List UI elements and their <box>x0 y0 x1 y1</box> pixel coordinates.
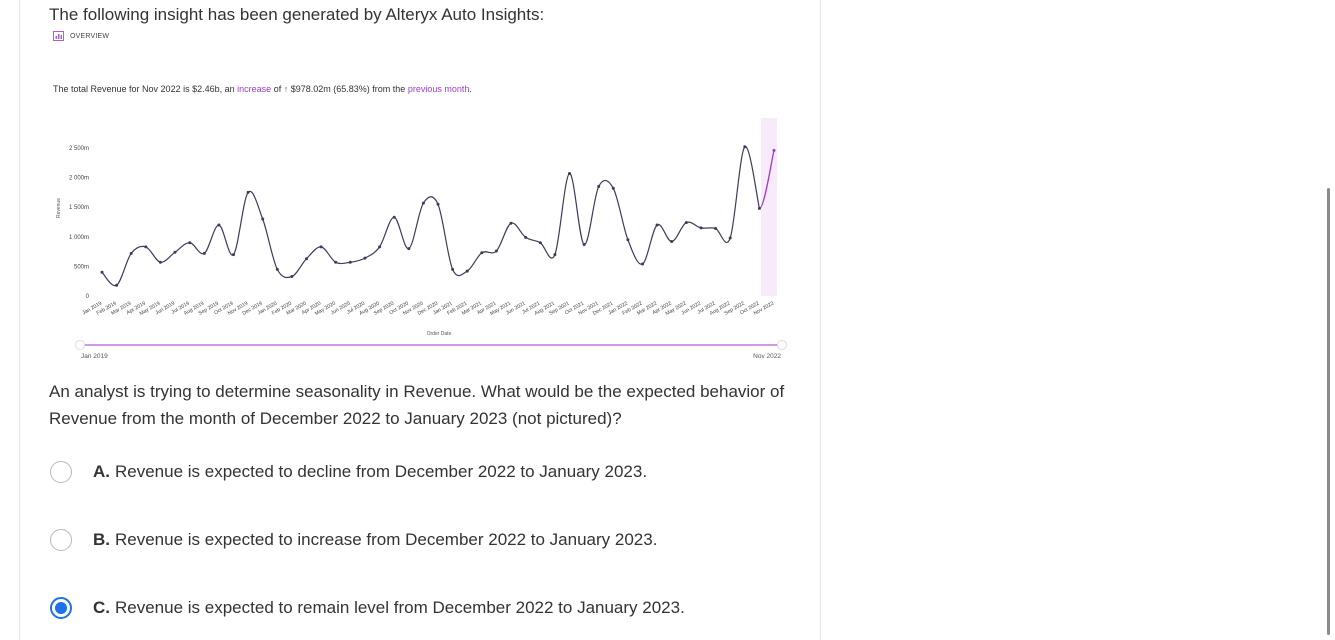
data-point <box>597 185 601 188</box>
insight-of-word: of <box>273 84 282 94</box>
data-point <box>275 267 279 271</box>
data-point <box>144 245 148 249</box>
option-b-label: Revenue is expected to increase from Dec… <box>115 530 658 549</box>
data-point <box>173 250 177 254</box>
data-point <box>115 283 119 287</box>
revenue-line-chart: Revenue 0 500m 1 000m 1 500m 2 000m 2 500m Jan … <box>56 118 787 360</box>
data-point <box>465 269 469 273</box>
option-c-radio[interactable] <box>50 597 72 619</box>
data-point <box>480 251 484 255</box>
data-point <box>217 223 221 227</box>
data-point <box>538 241 542 245</box>
overview-label: OVERVIEW <box>70 32 110 40</box>
range-slider-end-handle <box>777 340 787 350</box>
option-a-text: A. Revenue is expected to decline from De… <box>93 462 647 482</box>
y-tick-label: 2 500m <box>69 146 89 152</box>
data-point <box>772 148 776 152</box>
option-b-letter: B. <box>93 530 110 549</box>
option-b-text: B. Revenue is expected to increase from D… <box>93 530 657 550</box>
data-point <box>757 206 761 210</box>
y-tick-label: 0 <box>86 294 90 300</box>
x-axis-title: Order Date <box>427 331 452 337</box>
data-point <box>743 145 747 149</box>
data-point <box>714 227 718 230</box>
overview-tag: OVERVIEW <box>53 31 109 41</box>
data-point <box>494 249 498 253</box>
data-point <box>553 253 557 257</box>
option-c-letter: C. <box>93 598 110 617</box>
insight-prefix: The total Revenue for Nov 2022 is $2.46b… <box>53 84 235 94</box>
data-point <box>626 238 630 242</box>
insight-sentence: The total Revenue for Nov 2022 is $2.46b… <box>53 84 472 94</box>
data-point <box>670 240 674 243</box>
revenue-latest-segment <box>758 150 775 210</box>
range-start-label: Jan 2019 <box>81 353 108 360</box>
y-tick-label: 1 000m <box>69 235 89 241</box>
data-point <box>261 217 265 221</box>
question-card <box>19 0 821 640</box>
range-slider-start-handle <box>75 340 85 350</box>
y-axis-title: Revenue <box>56 198 62 218</box>
option-a-label: Revenue is expected to decline from Dece… <box>115 462 648 481</box>
data-point <box>728 236 732 240</box>
data-point <box>524 235 528 239</box>
data-point <box>684 221 688 225</box>
intro-text: The following insight has been generated… <box>49 5 545 24</box>
page-scrollbar[interactable] <box>1327 188 1330 635</box>
question-text: An analyst is trying to determine season… <box>49 382 785 428</box>
data-point <box>451 267 455 271</box>
option-c[interactable]: C. Revenue is expected to remain level fr… <box>50 597 685 619</box>
data-point <box>100 270 104 274</box>
data-point <box>699 226 703 230</box>
insight-previous-month: previous month <box>407 84 470 94</box>
insight-increase-word: increase <box>237 84 272 94</box>
data-point <box>246 190 250 194</box>
option-c-label: Revenue is expected to remain level from… <box>115 598 685 617</box>
data-point <box>232 253 235 257</box>
data-point <box>363 256 367 260</box>
data-point <box>655 223 659 227</box>
option-b-radio[interactable] <box>50 529 72 551</box>
data-point <box>509 221 513 225</box>
revenue-series-line <box>101 146 760 287</box>
data-point <box>436 202 440 206</box>
data-point <box>378 245 382 249</box>
option-b[interactable]: B. Revenue is expected to increase from D… <box>50 529 657 551</box>
data-point <box>290 275 294 278</box>
option-c-text: C. Revenue is expected to remain level fr… <box>93 598 685 618</box>
data-point <box>582 243 586 246</box>
data-point <box>348 260 352 264</box>
data-point <box>407 247 411 251</box>
insight-amount: $978.02m (65.83%) from the <box>290 84 406 94</box>
data-point <box>641 262 644 266</box>
option-a-radio[interactable] <box>50 461 72 483</box>
y-tick-label: 500m <box>74 264 89 270</box>
y-tick-label: 1 500m <box>69 205 89 211</box>
data-point <box>568 172 571 175</box>
data-point <box>202 251 206 255</box>
latest-month-highlight <box>760 118 777 296</box>
data-point <box>421 201 425 205</box>
y-tick-label: 2 000m <box>69 176 89 182</box>
data-point <box>305 257 308 261</box>
data-point <box>319 245 323 249</box>
insight-period: . <box>469 84 472 94</box>
data-point <box>611 186 615 190</box>
option-a[interactable]: A. Revenue is expected to decline from De… <box>50 461 647 483</box>
data-point <box>129 251 133 255</box>
data-point <box>334 260 338 264</box>
data-point <box>158 260 162 264</box>
range-end-label: Nov 2022 <box>753 353 781 360</box>
chart-bar-icon <box>53 31 64 41</box>
data-point <box>188 241 192 245</box>
data-point <box>392 215 396 219</box>
option-a-letter: A. <box>93 462 110 481</box>
up-arrow-icon: ↑ <box>283 84 289 94</box>
